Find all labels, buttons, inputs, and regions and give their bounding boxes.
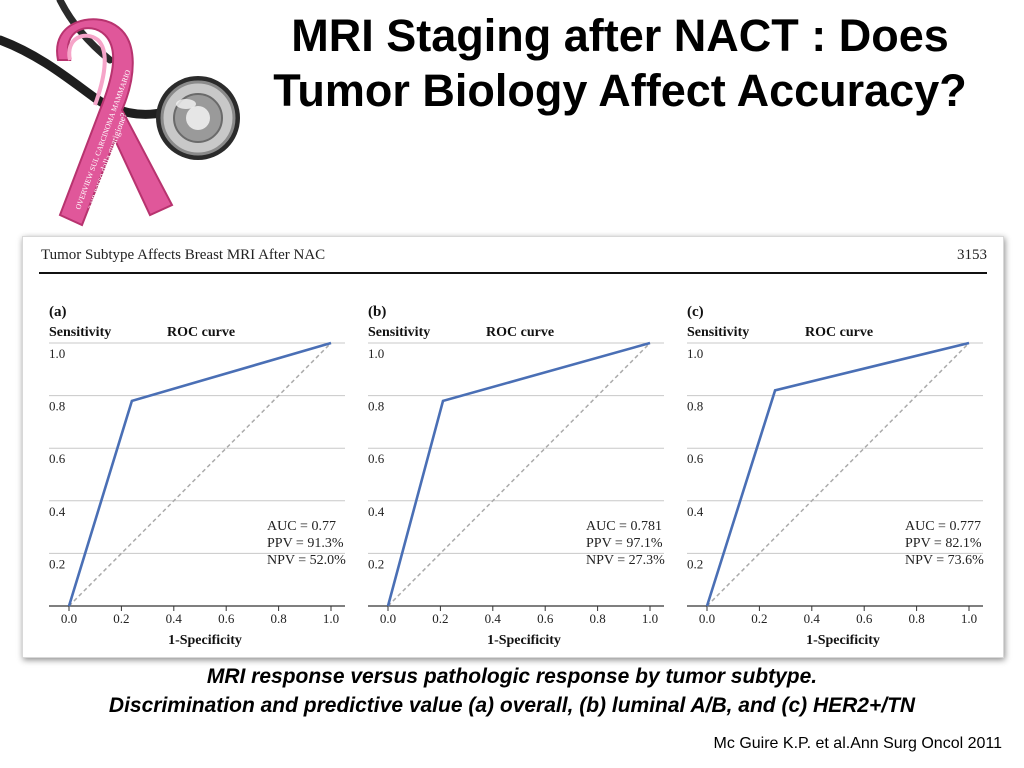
panel-3-y-tick-label: 1.0 [687,346,703,361]
panel-2-y-tick-label: 0.4 [368,504,385,519]
slide-title-line2: Tumor Biology Affect Accuracy? [273,65,967,116]
panel-1-y-tick-label: 0.4 [49,504,66,519]
caption-line2: Discrimination and predictive value (a) … [108,694,916,717]
panel-1-x-axis-label: 1-Specificity [168,633,242,648]
panel-2-y-tick-label: 0.6 [368,451,385,466]
figure-running-title: Tumor Subtype Affects Breast MRI After N… [41,247,326,263]
panel-2-x-tick-label: 0.4 [485,611,502,626]
panel-2-y-tick-label: 0.2 [368,556,384,571]
panel-3-x-tick-label: 0.6 [856,611,873,626]
roc-panels: 0.0 0.2 0.4 0.6 0.8 1.0 0.2 0.4 0.6 0.8 1.0 (a) Sens… [49,304,984,648]
panel-1-y-tick-label: 0.8 [49,399,65,414]
figure-header-rule [39,272,987,274]
panel-3-annotation-1: AUC = 0.777 [905,519,981,534]
panel-2-label: (b) [368,304,386,320]
panel-3-y-tick-label: 0.2 [687,556,703,571]
panel-2-annotation-1: AUC = 0.781 [586,519,662,534]
slide-title: MRI Staging after NACT : Does Tumor Biol… [220,8,1020,118]
panel-3-x-tick-label: 1.0 [961,611,977,626]
breast-cancer-ribbon-logo: OVERVIEW SUL CARCINOMA MAMMARIO a un pas… [0,0,240,227]
panel-2-roc-line [386,341,651,607]
panel-2-y-tick-label: 1.0 [368,346,384,361]
panel-3-reference-diagonal [706,342,970,607]
panel-1-x-tick-label: 1.0 [323,611,339,626]
panel-2-x-tick-label: 0.0 [380,611,396,626]
panel-2-x-tick-label: 0.8 [589,611,605,626]
panel-3-y-tick-label: 0.6 [687,451,704,466]
panel-3-y-tick-label: 0.4 [687,504,704,519]
panel-3-x-tick-label: 0.4 [804,611,821,626]
panel-3-title: ROC curve [805,325,873,340]
panel-3-y-axis-label: Sensitivity [687,325,749,340]
panel-1-x-tick-label: 0.8 [270,611,286,626]
panel-1-title: ROC curve [167,325,235,340]
slide-title-line1: MRI Staging after NACT : Does [291,10,949,61]
panel-2-annotation-3: NPV = 27.3% [586,553,665,568]
panel-3-annotation-3: NPV = 73.6% [905,553,984,568]
panel-1-annotation-3: NPV = 52.0% [267,553,346,568]
panel-1-y-tick-label: 1.0 [49,346,65,361]
panel-1-y-axis-label: Sensitivity [49,325,111,340]
panel-3-annotation-2: PPV = 82.1% [905,536,982,551]
panel-3-label: (c) [687,304,704,320]
panel-2-annotation-2: PPV = 97.1% [586,536,663,551]
panel-2-x-axis-label: 1-Specificity [487,633,561,648]
panel-3-x-axis-label: 1-Specificity [806,633,880,648]
panel-1-roc-line [67,341,332,607]
panel-2-reference-diagonal [387,342,651,607]
panel-1-reference-diagonal [68,342,332,607]
journal-figure: Tumor Subtype Affects Breast MRI After N… [22,236,1004,658]
panel-3-x-tick-label: 0.8 [908,611,924,626]
panel-1-x-tick-label: 0.2 [113,611,129,626]
panel-3-roc-line [705,341,970,607]
citation: Mc Guire K.P. et al.Ann Surg Oncol 2011 [713,735,1002,752]
panel-1-x-tick-label: 0.6 [218,611,235,626]
panel-1-label: (a) [49,304,67,320]
figure-caption: MRI response versus pathologic response … [0,662,1024,720]
panel-3-x-tick-label: 0.0 [699,611,715,626]
panel-1-x-tick-label: 0.4 [166,611,183,626]
panel-3-y-tick-label: 0.8 [687,399,703,414]
panel-1-y-tick-label: 0.6 [49,451,66,466]
panel-2-title: ROC curve [486,325,554,340]
panel-1-x-tick-label: 0.0 [61,611,77,626]
caption-line1: MRI response versus pathologic response … [206,665,818,688]
panel-2-x-tick-label: 0.6 [537,611,554,626]
panel-3-x-tick-label: 0.2 [751,611,767,626]
panel-1-annotation-2: PPV = 91.3% [267,536,344,551]
panel-1-y-tick-label: 0.2 [49,556,65,571]
figure-page-number: 3153 [957,247,987,263]
panel-2-y-tick-label: 0.8 [368,399,384,414]
panel-2-x-tick-label: 0.2 [432,611,448,626]
panel-1-annotation-1: AUC = 0.77 [267,519,336,534]
panel-2-x-tick-label: 1.0 [642,611,658,626]
panel-2-y-axis-label: Sensitivity [368,325,430,340]
